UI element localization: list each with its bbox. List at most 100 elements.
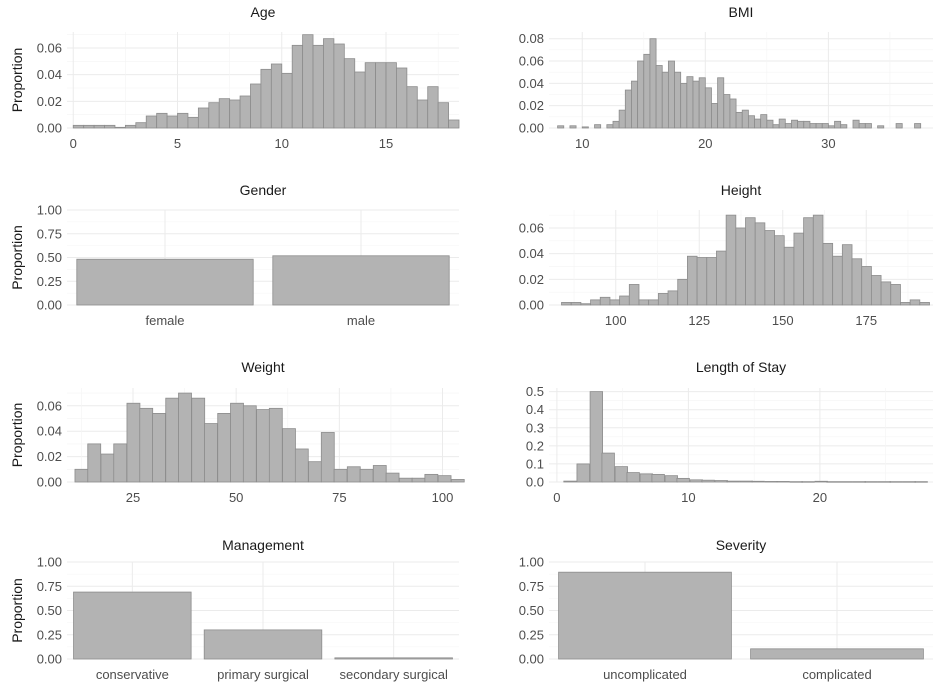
histogram-bar xyxy=(346,466,361,483)
histogram-bar xyxy=(914,123,922,129)
histogram-bar xyxy=(323,38,335,129)
histogram-bar xyxy=(751,480,765,483)
histogram-bar xyxy=(687,255,698,306)
y-tick-label: 0.00 xyxy=(37,475,62,490)
x-tick-label: 0 xyxy=(553,490,560,505)
histogram-bar xyxy=(333,468,348,483)
histogram-bar xyxy=(281,72,293,129)
y-tick-label: 0.00 xyxy=(519,121,544,136)
histogram-bar xyxy=(764,481,778,483)
histogram-bar xyxy=(801,481,815,483)
histogram-bar xyxy=(93,124,105,129)
y-tick-label: 0.06 xyxy=(519,54,544,69)
histogram-bar xyxy=(739,480,753,483)
bar-uncomplicated xyxy=(558,571,732,660)
y-tick-label: 0.25 xyxy=(37,627,62,642)
histogram-bar xyxy=(864,481,878,483)
histogram-bar xyxy=(822,242,834,306)
histogram-bar xyxy=(601,452,615,483)
chart-title: Gender xyxy=(240,182,287,198)
x-tick-label: 50 xyxy=(229,490,243,505)
histogram-bar xyxy=(396,67,408,129)
histogram-bar xyxy=(406,86,418,129)
histogram-bar xyxy=(861,266,872,306)
bar-complicated xyxy=(750,648,924,660)
histogram-bar xyxy=(852,481,867,483)
y-axis-label: Proportion xyxy=(9,403,25,468)
histogram-bar xyxy=(639,473,653,483)
y-tick-label: 0.00 xyxy=(519,652,544,667)
y-tick-label: 0.75 xyxy=(37,226,62,241)
chart-title: Age xyxy=(251,4,276,20)
x-tick-label: 0 xyxy=(70,136,77,151)
histogram-bar xyxy=(416,99,429,129)
histogram-bar xyxy=(900,302,911,306)
histogram-bar xyxy=(343,58,356,129)
histogram-bar xyxy=(832,255,843,306)
histogram-bar xyxy=(229,99,241,129)
histogram-bar xyxy=(156,112,168,129)
histogram-bar xyxy=(789,481,803,483)
histogram-bar xyxy=(398,477,413,483)
x-tick-label: 150 xyxy=(772,313,794,328)
histogram-bar xyxy=(778,118,786,129)
histogram-bar xyxy=(649,38,657,129)
histogram-bar xyxy=(619,295,630,306)
chart-title: Weight xyxy=(241,359,284,375)
histogram-bar xyxy=(745,217,756,306)
histogram-bar xyxy=(302,34,314,129)
histogram-bar xyxy=(726,480,740,483)
histogram-bar xyxy=(177,112,189,129)
histogram-bar xyxy=(814,480,828,483)
y-tick-label: 0.00 xyxy=(37,652,62,667)
histogram-bar xyxy=(651,474,665,483)
histogram-bar xyxy=(902,481,916,483)
y-tick-label: 0.2 xyxy=(526,438,544,453)
histogram-bar xyxy=(667,290,679,306)
histogram-bar xyxy=(126,402,141,483)
histogram-bar xyxy=(909,299,921,306)
y-axis-label: Proportion xyxy=(9,48,25,113)
histogram-bar xyxy=(689,479,703,483)
histogram-bar xyxy=(83,124,95,129)
y-tick-label: 0.06 xyxy=(519,220,544,235)
histogram-bar xyxy=(291,44,304,129)
histogram-bar xyxy=(676,477,690,483)
panel-height: Height 0.00 0.02 0.04 0.06 100 125 150 175 xyxy=(519,182,933,328)
histogram-bar xyxy=(372,465,387,483)
x-tick-label: primary surgical xyxy=(217,667,309,682)
histogram-bar xyxy=(87,443,102,483)
histogram-bar xyxy=(701,479,715,483)
histogram-bar xyxy=(359,468,374,483)
y-tick-label: 0.50 xyxy=(37,603,62,618)
x-tick-label: secondary surgical xyxy=(339,667,447,682)
y-tick-label: 0.25 xyxy=(519,627,544,642)
histogram-bar xyxy=(104,124,116,129)
histogram-bar xyxy=(100,453,115,483)
y-tick-label: 1.00 xyxy=(37,203,62,218)
histogram-bar xyxy=(735,111,743,129)
bar-secondary-surgical xyxy=(334,657,453,660)
panel-weight: Weight 0.00 0.02 0.04 0.06 25 50 75 100 Proportio… xyxy=(9,359,465,505)
histogram-bar xyxy=(569,125,577,129)
histogram-bar xyxy=(333,43,345,129)
y-tick-label: 0.04 xyxy=(519,246,544,261)
histogram-bar xyxy=(711,103,719,129)
y-tick-label: 0.00 xyxy=(37,121,62,136)
histogram-bar xyxy=(914,481,928,483)
histogram-bar xyxy=(563,480,577,483)
histogram-bar xyxy=(308,461,322,483)
histogram-bar xyxy=(589,391,603,483)
histogram-bar xyxy=(385,62,397,129)
chart-title: BMI xyxy=(729,4,754,20)
histogram-bar xyxy=(448,119,460,129)
y-tick-label: 0.50 xyxy=(519,603,544,618)
histogram-bar xyxy=(581,126,589,129)
histogram-bar xyxy=(735,227,746,306)
panel-gender: Gender 0.00 0.25 0.50 0.75 1.00 female male Prop… xyxy=(9,182,459,328)
histogram-bar xyxy=(834,120,842,129)
histogram-bar xyxy=(760,114,768,129)
histogram-bar xyxy=(152,413,166,483)
y-tick-label: 0.08 xyxy=(519,31,544,46)
histogram-bar xyxy=(648,299,659,306)
